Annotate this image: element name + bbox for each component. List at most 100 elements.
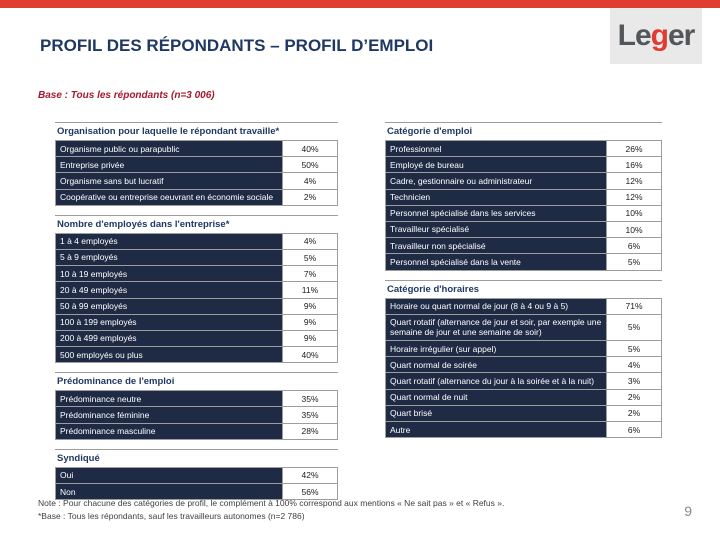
row-value: 5% xyxy=(607,254,661,270)
table-row: Quart brisé 2% xyxy=(385,405,662,422)
page-title: PROFIL DES RÉPONDANTS – PROFIL D’EMPLOI xyxy=(40,36,434,55)
table-section-header: Nombre d'employés dans l'entreprise* xyxy=(55,214,338,234)
table-row: 1 à 4 employés 4% xyxy=(55,233,338,250)
row-label: Personnel spécialisé dans la vente xyxy=(386,254,607,270)
row-label: 10 à 19 employés xyxy=(56,266,283,282)
top-accent-bar xyxy=(0,0,720,8)
table-row: Travailleur non spécialisé 6% xyxy=(385,238,662,255)
row-label: Organisme sans but lucratif xyxy=(56,173,283,189)
table-row: Prédominance neutre 35% xyxy=(55,391,338,408)
row-label: Quart normal de soirée xyxy=(386,357,607,373)
table-row: Employé de bureau 16% xyxy=(385,157,662,174)
row-label: Non xyxy=(56,484,283,500)
table-section: Nombre d'employés dans l'entreprise* 1 à … xyxy=(55,214,338,364)
table-row: 10 à 19 employés 7% xyxy=(55,266,338,283)
row-value: 10% xyxy=(607,205,661,221)
logo-text-g: g xyxy=(650,19,669,52)
table-section: Prédominance de l'emploi Prédominance neu… xyxy=(55,372,338,440)
table-section-header: Organisation pour laquelle le répondant … xyxy=(55,122,338,141)
row-label: Quart normal de nuit xyxy=(386,389,607,405)
row-value: 40% xyxy=(283,347,337,363)
row-label: Employé de bureau xyxy=(386,157,607,173)
row-value: 2% xyxy=(283,189,337,205)
row-value: 2% xyxy=(607,405,661,421)
table-row: Quart normal de nuit 2% xyxy=(385,389,662,406)
table-row: Organisme sans but lucratif 4% xyxy=(55,173,338,190)
row-value: 9% xyxy=(283,314,337,330)
table-row: Personnel spécialisé dans les services 10… xyxy=(385,205,662,222)
row-label: Professionnel xyxy=(386,141,607,157)
table-row: Prédominance féminine 35% xyxy=(55,407,338,424)
footer-note-1: Note : Pour chacune des catégories de pr… xyxy=(38,498,505,508)
row-value: 11% xyxy=(283,282,337,298)
row-label: Prédominance neutre xyxy=(56,391,283,407)
table-row: 20 à 49 employés 11% xyxy=(55,282,338,299)
footer-notes: Note : Pour chacune des catégories de pr… xyxy=(38,497,618,523)
table-row: 200 à 499 employés 9% xyxy=(55,330,338,348)
row-value: 56% xyxy=(283,484,337,500)
row-value: 5% xyxy=(283,249,337,266)
table-section-header: Prédominance de l'emploi xyxy=(55,372,338,392)
row-label: Travailleur non spécialisé xyxy=(386,238,607,254)
table-row: Prédominance masculine 28% xyxy=(55,423,338,440)
row-label: Quart brisé xyxy=(386,405,607,421)
row-value: 40% xyxy=(283,141,337,157)
row-label: Technicien xyxy=(386,189,607,205)
row-value: 9% xyxy=(283,298,337,314)
table-row: Horaire irrégulier (sur appel) 5% xyxy=(385,341,662,358)
row-label: Cadre, gestionnaire ou administrateur xyxy=(386,173,607,189)
footer-note-2: *Base : Tous les répondants, sauf les tr… xyxy=(38,511,305,522)
row-value: 4% xyxy=(607,357,661,373)
table-row: Coopérative ou entreprise oeuvrant en éc… xyxy=(55,189,338,206)
row-label: Horaire ou quart normal de jour (8 à 4 o… xyxy=(386,298,607,314)
row-label: Coopérative ou entreprise oeuvrant en éc… xyxy=(56,189,283,205)
table-row: Entreprise privée 50% xyxy=(55,157,338,174)
table-section-header: Catégorie d'emploi xyxy=(385,122,662,141)
table-row: Technicien 12% xyxy=(385,189,662,206)
row-label: Personnel spécialisé dans les services xyxy=(386,205,607,221)
table-row: Organisme public ou parapublic 40% xyxy=(55,141,338,158)
row-value: 28% xyxy=(283,423,337,439)
row-label: 500 employés ou plus xyxy=(56,347,283,363)
table-row: 50 à 99 employés 9% xyxy=(55,298,338,315)
logo-text-le: Le xyxy=(617,19,652,52)
table-row: Quart rotatif (alternance du jour à la s… xyxy=(385,373,662,390)
table-row: Oui 42% xyxy=(55,467,338,484)
row-value: 2% xyxy=(607,389,661,405)
table-row: 5 à 9 employés 5% xyxy=(55,249,338,267)
leger-logo: Le g er xyxy=(610,8,702,64)
row-value: 6% xyxy=(607,238,661,254)
table-row: 500 employés ou plus 40% xyxy=(55,347,338,364)
row-label: Travailleur spécialisé xyxy=(386,221,607,238)
row-label: 50 à 99 employés xyxy=(56,298,283,314)
row-value: 16% xyxy=(607,157,661,173)
table-row: Non 56% xyxy=(55,484,338,501)
table-section-header: Catégorie d'horaires xyxy=(385,279,662,299)
base-note: Base : Tous les répondants (n=3 006) xyxy=(38,90,215,101)
row-label: 200 à 499 employés xyxy=(56,330,283,347)
row-label: Quart rotatif (alternance de jour et soi… xyxy=(386,314,607,341)
row-value: 26% xyxy=(607,141,661,157)
row-value: 35% xyxy=(283,391,337,407)
table-row: Quart rotatif (alternance de jour et soi… xyxy=(385,314,662,342)
row-value: 5% xyxy=(607,341,661,357)
row-label: Organisme public ou parapublic xyxy=(56,141,283,157)
table-row: Travailleur spécialisé 10% xyxy=(385,221,662,239)
row-label: Oui xyxy=(56,467,283,483)
row-label: Prédominance masculine xyxy=(56,423,283,439)
row-label: Quart rotatif (alternance du jour à la s… xyxy=(386,373,607,389)
row-label: 100 à 199 employés xyxy=(56,314,283,330)
table-section-header: Syndiqué xyxy=(55,448,338,468)
logo-text-er: er xyxy=(667,19,695,52)
page-number: 9 xyxy=(684,503,692,519)
row-value: 7% xyxy=(283,266,337,282)
row-value: 6% xyxy=(607,422,661,438)
table-section: Syndiqué Oui 42% Non 56% xyxy=(55,448,338,501)
profile-tables-left: Organisation pour laquelle le répondant … xyxy=(55,122,338,509)
table-row: Horaire ou quart normal de jour (8 à 4 o… xyxy=(385,298,662,315)
row-label: Prédominance féminine xyxy=(56,407,283,423)
table-row: Quart normal de soirée 4% xyxy=(385,357,662,374)
row-value: 5% xyxy=(607,314,661,341)
table-section: Catégorie d'horaires Horaire ou quart nor… xyxy=(385,279,662,439)
row-label: Entreprise privée xyxy=(56,157,283,173)
